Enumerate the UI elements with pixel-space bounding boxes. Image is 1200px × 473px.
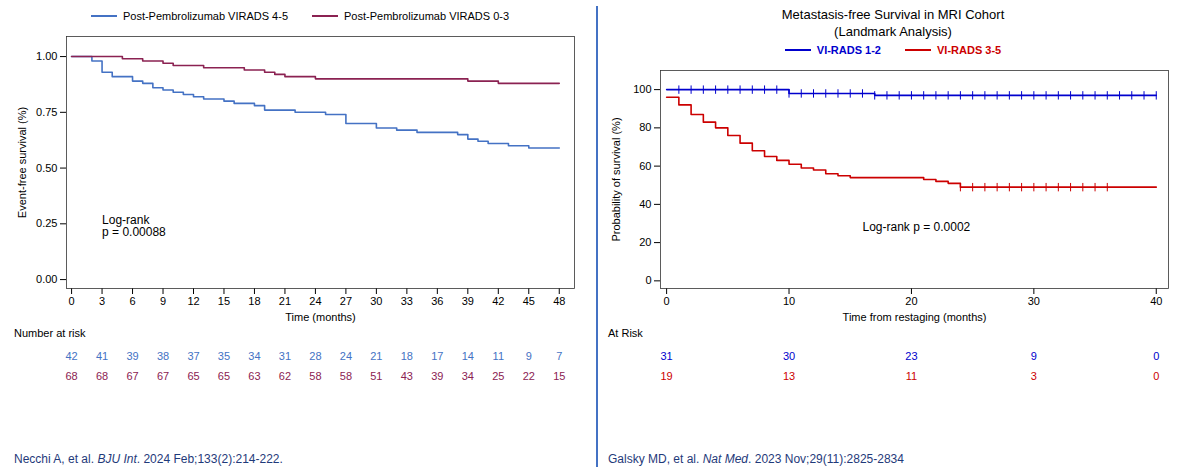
svg-text:22: 22 bbox=[523, 370, 535, 382]
svg-text:0: 0 bbox=[1153, 350, 1159, 362]
html-text:(Landmark Analysis): (Landmark Analysis) bbox=[834, 24, 952, 39]
svg-text:68: 68 bbox=[65, 370, 77, 382]
svg-text:11: 11 bbox=[493, 350, 504, 362]
svg-text:30: 30 bbox=[783, 350, 795, 362]
html-text:VI-RADS 1-2: VI-RADS 1-2 bbox=[816, 44, 881, 56]
html-text:Galsky MD, et al. Nat Med. 202: Galsky MD, et al. Nat Med. 2023 Nov;29(1… bbox=[608, 452, 904, 466]
svg-text:39: 39 bbox=[126, 350, 138, 362]
svg-text:45: 45 bbox=[523, 295, 535, 307]
svg-text:42: 42 bbox=[492, 295, 504, 307]
svg-text:20: 20 bbox=[905, 295, 917, 307]
svg-text:24: 24 bbox=[309, 295, 321, 307]
svg-text:100: 100 bbox=[633, 83, 651, 95]
svg-text:3: 3 bbox=[1031, 370, 1037, 382]
svg-text:33: 33 bbox=[401, 295, 413, 307]
svg-text:3: 3 bbox=[99, 295, 105, 307]
svg-text:Time (months): Time (months) bbox=[285, 311, 356, 323]
html-text:Metastasis-free Survival in MR: Metastasis-free Survival in MRI Cohort bbox=[781, 7, 1005, 22]
svg-text:41: 41 bbox=[96, 350, 108, 362]
svg-text:39: 39 bbox=[462, 295, 474, 307]
svg-text:10: 10 bbox=[783, 295, 795, 307]
svg-text:19: 19 bbox=[660, 370, 672, 382]
html-text:Necchi A, et al. BJU Int. 2024: Necchi A, et al. BJU Int. 2024 Feb;133(2… bbox=[14, 452, 283, 466]
svg-text:68: 68 bbox=[96, 370, 108, 382]
svg-text:51: 51 bbox=[370, 370, 382, 382]
svg-text:34: 34 bbox=[248, 350, 260, 362]
svg-text:Event-free survival (%): Event-free survival (%) bbox=[16, 107, 28, 218]
svg-text:Log-rankp = 0.00088: Log-rankp = 0.00088 bbox=[102, 213, 166, 239]
svg-text:36: 36 bbox=[431, 295, 443, 307]
svg-text:20: 20 bbox=[639, 236, 651, 248]
svg-text:27: 27 bbox=[340, 295, 352, 307]
svg-text:9: 9 bbox=[526, 350, 532, 362]
svg-text:24: 24 bbox=[340, 350, 352, 362]
svg-text:Log-rank p = 0.0002: Log-rank p = 0.0002 bbox=[862, 220, 970, 234]
svg-text:13: 13 bbox=[783, 370, 795, 382]
svg-text:38: 38 bbox=[157, 350, 169, 362]
svg-text:0.00: 0.00 bbox=[36, 273, 57, 285]
html-text:Post-Pembrolizumab VIRADS 4-5: Post-Pembrolizumab VIRADS 4-5 bbox=[122, 10, 288, 22]
svg-text:43: 43 bbox=[401, 370, 413, 382]
svg-text:18: 18 bbox=[401, 350, 413, 362]
svg-text:65: 65 bbox=[187, 370, 199, 382]
html-text:VI-RADS 3-5: VI-RADS 3-5 bbox=[937, 44, 1002, 56]
svg-text:60: 60 bbox=[639, 160, 651, 172]
svg-text:25: 25 bbox=[492, 370, 504, 382]
svg-text:0.75: 0.75 bbox=[36, 106, 57, 118]
svg-text:0: 0 bbox=[69, 295, 75, 307]
svg-text:31: 31 bbox=[279, 350, 291, 362]
svg-text:63: 63 bbox=[248, 370, 260, 382]
svg-text:0: 0 bbox=[664, 295, 670, 307]
svg-text:48: 48 bbox=[553, 295, 565, 307]
svg-text:30: 30 bbox=[1028, 295, 1040, 307]
svg-text:58: 58 bbox=[340, 370, 352, 382]
svg-text:21: 21 bbox=[279, 295, 291, 307]
svg-text:34: 34 bbox=[462, 370, 474, 382]
svg-text:67: 67 bbox=[126, 370, 138, 382]
svg-text:65: 65 bbox=[218, 370, 230, 382]
svg-text:11: 11 bbox=[906, 370, 917, 382]
svg-text:6: 6 bbox=[129, 295, 135, 307]
svg-text:39: 39 bbox=[431, 370, 443, 382]
svg-text:9: 9 bbox=[160, 295, 166, 307]
svg-text:15: 15 bbox=[218, 295, 230, 307]
svg-text:42: 42 bbox=[65, 350, 77, 362]
svg-text:1.00: 1.00 bbox=[36, 50, 57, 62]
svg-text:9: 9 bbox=[1031, 350, 1037, 362]
svg-text:80: 80 bbox=[639, 121, 651, 133]
svg-text:40: 40 bbox=[639, 198, 651, 210]
svg-text:18: 18 bbox=[248, 295, 260, 307]
svg-text:7: 7 bbox=[556, 350, 562, 362]
svg-text:58: 58 bbox=[309, 370, 321, 382]
svg-text:0: 0 bbox=[1153, 370, 1159, 382]
svg-text:12: 12 bbox=[187, 295, 199, 307]
svg-text:62: 62 bbox=[279, 370, 291, 382]
svg-text:15: 15 bbox=[553, 370, 565, 382]
svg-text:0: 0 bbox=[645, 274, 651, 286]
svg-text:0.25: 0.25 bbox=[36, 217, 57, 229]
svg-text:21: 21 bbox=[370, 350, 382, 362]
svg-text:30: 30 bbox=[370, 295, 382, 307]
svg-text:Probability of survival (%): Probability of survival (%) bbox=[610, 117, 622, 241]
html-text:At Risk: At Risk bbox=[608, 327, 643, 339]
svg-text:Time from restaging (months): Time from restaging (months) bbox=[843, 311, 987, 323]
svg-text:0.50: 0.50 bbox=[36, 162, 57, 174]
svg-text:17: 17 bbox=[431, 350, 443, 362]
html-text:Number at risk: Number at risk bbox=[14, 327, 86, 339]
svg-text:14: 14 bbox=[462, 350, 474, 362]
svg-text:23: 23 bbox=[905, 350, 917, 362]
html-text:Post-Pembrolizumab VIRADS 0-3: Post-Pembrolizumab VIRADS 0-3 bbox=[344, 10, 510, 22]
svg-text:67: 67 bbox=[157, 370, 169, 382]
svg-text:40: 40 bbox=[1150, 295, 1162, 307]
svg-text:37: 37 bbox=[187, 350, 199, 362]
svg-text:35: 35 bbox=[218, 350, 230, 362]
svg-text:28: 28 bbox=[309, 350, 321, 362]
svg-text:31: 31 bbox=[660, 350, 672, 362]
